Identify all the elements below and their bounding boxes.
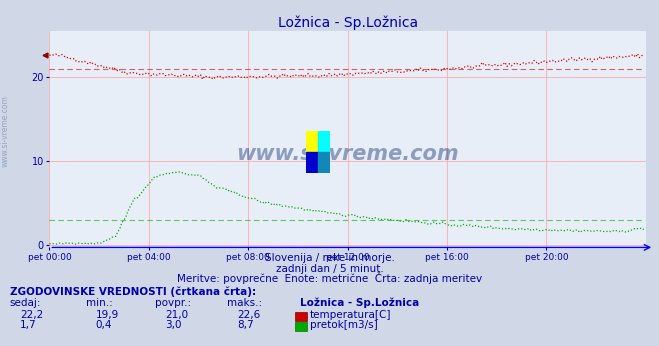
Text: maks.:: maks.: [227,298,262,308]
Text: 19,9: 19,9 [96,310,119,320]
Text: Ložnica - Sp.Ložnica: Ložnica - Sp.Ložnica [300,298,419,308]
Bar [318,131,330,152]
Text: www.si-vreme.com: www.si-vreme.com [1,95,10,167]
Text: Slovenija / reke in morje.: Slovenija / reke in morje. [264,253,395,263]
Text: sedaj:: sedaj: [10,298,42,308]
Text: 3,0: 3,0 [165,320,181,330]
Text: pretok[m3/s]: pretok[m3/s] [310,320,378,330]
Text: ZGODOVINSKE VREDNOSTI (črtkana črta):: ZGODOVINSKE VREDNOSTI (črtkana črta): [10,286,256,297]
Text: zadnji dan / 5 minut.: zadnji dan / 5 minut. [275,264,384,274]
Text: povpr.:: povpr.: [155,298,191,308]
Text: 21,0: 21,0 [165,310,188,320]
Bar [318,152,330,173]
Bar [306,131,318,152]
Text: 8,7: 8,7 [237,320,254,330]
Text: 1,7: 1,7 [20,320,36,330]
Title: Ložnica - Sp.Ložnica: Ložnica - Sp.Ložnica [277,16,418,30]
Text: temperatura[C]: temperatura[C] [310,310,391,320]
Text: 22,6: 22,6 [237,310,260,320]
Text: 0,4: 0,4 [96,320,112,330]
Bar [306,152,318,173]
Text: 22,2: 22,2 [20,310,43,320]
Text: www.si-vreme.com: www.si-vreme.com [237,144,459,164]
Text: min.:: min.: [86,298,113,308]
Text: Meritve: povprečne  Enote: metrične  Črta: zadnja meritev: Meritve: povprečne Enote: metrične Črta:… [177,272,482,284]
